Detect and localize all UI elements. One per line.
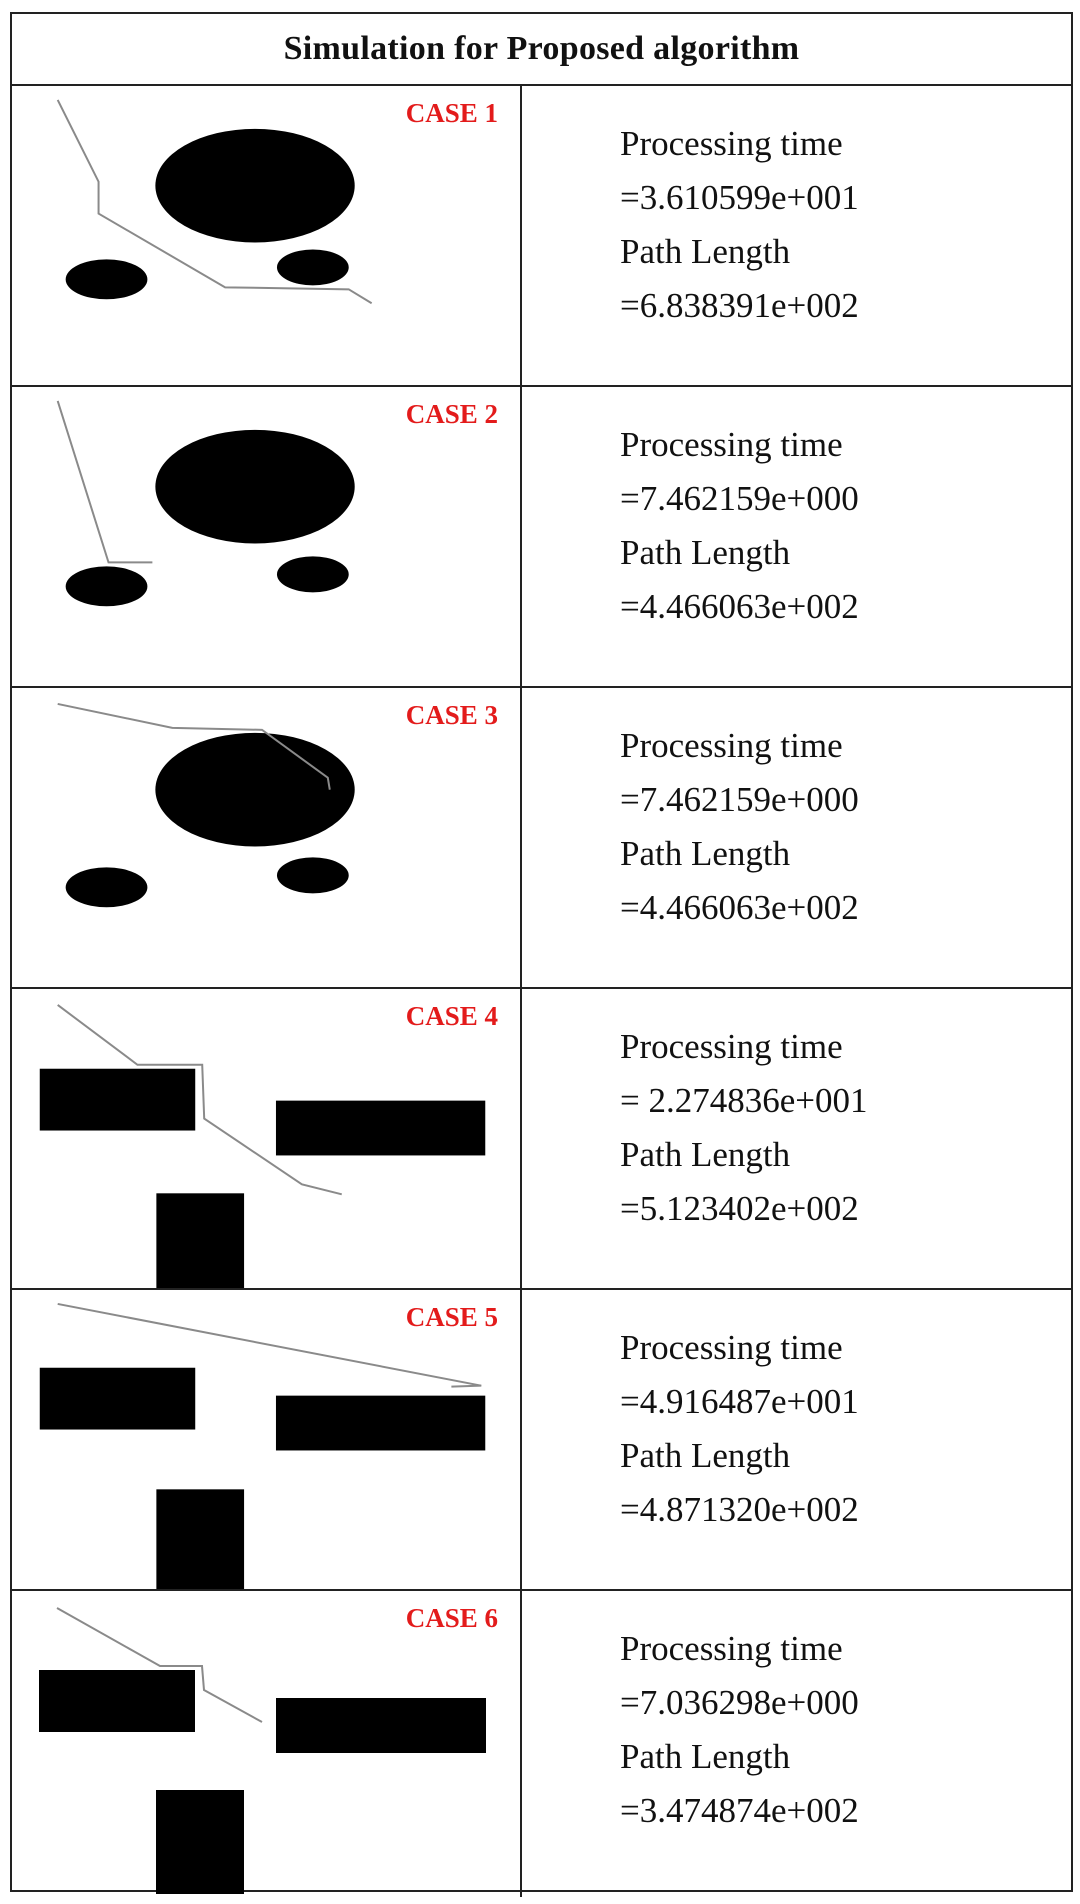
planned-path <box>56 1607 263 1723</box>
processing-time-label: Processing time <box>620 425 843 464</box>
processing-time-value: =7.462159e+000 <box>620 479 859 518</box>
path-length-value: =4.466063e+002 <box>620 888 859 927</box>
planned-path <box>57 1302 482 1388</box>
bottom-rectangle-obstacle <box>156 1790 244 1894</box>
case-3-diagram: CASE 3 <box>12 688 522 987</box>
path-length-label: Path Length <box>620 1135 791 1174</box>
case-4-diagram: CASE 4 <box>12 989 522 1288</box>
case-1-results: Processing time =3.610599e+001 Path Leng… <box>522 86 1071 385</box>
large-circle-obstacle <box>155 128 355 243</box>
right-small-ellipse-obstacle <box>276 556 349 593</box>
case-6-results: Processing time =7.036298e+000 Path Leng… <box>522 1591 1071 1897</box>
path-length-value: =5.123402e+002 <box>620 1189 859 1228</box>
case-1-map <box>56 99 373 305</box>
path-length-label: Path Length <box>620 1737 791 1776</box>
case-2-diagram: CASE 2 <box>12 387 522 686</box>
case-6-diagram: CASE 6 <box>12 1591 522 1897</box>
planned-path <box>56 99 373 305</box>
case-4-results: Processing time = 2.274836e+001 Path Len… <box>522 989 1071 1288</box>
right-rectangle-obstacle <box>275 1100 486 1156</box>
right-rectangle-obstacle <box>275 1395 486 1451</box>
path-length-label: Path Length <box>620 1436 791 1475</box>
case-row-2: CASE 2 Processing time =7.462159e+000 Pa… <box>12 387 1071 688</box>
path-length-value: =4.871320e+002 <box>620 1490 859 1529</box>
path-length-label: Path Length <box>620 533 791 572</box>
left-small-ellipse-obstacle <box>65 259 148 300</box>
large-circle-obstacle <box>155 732 355 847</box>
case-2-results: Processing time =7.462159e+000 Path Leng… <box>522 387 1071 686</box>
case-5-results: Processing time =4.916487e+001 Path Leng… <box>522 1290 1071 1589</box>
planned-path <box>57 702 331 790</box>
right-rectangle-obstacle <box>276 1698 486 1753</box>
case-label: CASE 5 <box>405 1302 498 1332</box>
case-label: CASE 2 <box>405 399 498 429</box>
processing-time-label: Processing time <box>620 1027 843 1066</box>
path-length-label: Path Length <box>620 232 791 271</box>
case-row-6: CASE 6 Processing time =7.036298e+000 Pa… <box>12 1591 1071 1897</box>
left-rectangle-obstacle <box>39 1068 196 1131</box>
path-length-label: Path Length <box>620 834 791 873</box>
case-label: CASE 4 <box>405 1001 498 1031</box>
case-row-3: CASE 3 Processing time =7.462159e+000 Pa… <box>12 688 1071 989</box>
processing-time-label: Processing time <box>620 1629 843 1668</box>
case-label: CASE 3 <box>405 700 498 730</box>
processing-time-value: =3.610599e+001 <box>620 178 859 217</box>
case-row-4: CASE 4 Processing time = 2.274836e+001 P… <box>12 989 1071 1290</box>
case-row-5: CASE 5 Processing time =4.916487e+001 Pa… <box>12 1290 1071 1591</box>
bottom-rectangle-obstacle <box>156 1489 245 1589</box>
processing-time-label: Processing time <box>620 726 843 765</box>
left-rectangle-obstacle <box>39 1367 196 1430</box>
left-small-ellipse-obstacle <box>65 566 148 607</box>
bottom-rectangle-obstacle <box>156 1193 245 1288</box>
processing-time-value: =7.036298e+000 <box>620 1683 859 1722</box>
processing-time-value: =4.916487e+001 <box>620 1382 859 1421</box>
left-small-ellipse-obstacle <box>65 867 148 908</box>
large-circle-obstacle <box>155 429 355 544</box>
path-length-value: =4.466063e+002 <box>620 587 859 626</box>
case-1-diagram: CASE 1 <box>12 86 522 385</box>
processing-time-value: =7.462159e+000 <box>620 780 859 819</box>
planned-path <box>56 400 153 564</box>
simulation-table: Simulation for Proposed algorithm CASE 1… <box>10 12 1073 1897</box>
path-length-value: =6.838391e+002 <box>620 286 859 325</box>
case-label: CASE 1 <box>405 98 498 128</box>
path-length-value: =3.474874e+002 <box>620 1791 859 1830</box>
case-3-results: Processing time =7.462159e+000 Path Leng… <box>522 688 1071 987</box>
right-small-ellipse-obstacle <box>276 857 349 894</box>
case-5-diagram: CASE 5 <box>12 1290 522 1589</box>
table-header: Simulation for Proposed algorithm <box>12 14 1071 86</box>
case-5-map <box>39 1302 486 1589</box>
left-rectangle-obstacle <box>39 1670 195 1732</box>
table-title: Simulation for Proposed algorithm <box>283 30 800 67</box>
case-6-map <box>39 1607 486 1894</box>
case-4-map <box>39 1004 486 1288</box>
processing-time-label: Processing time <box>620 124 843 163</box>
case-2-map <box>56 400 355 607</box>
case-row-1: CASE 1 Processing time =3.610599e+001 Pa… <box>12 86 1071 387</box>
processing-time-label: Processing time <box>620 1328 843 1367</box>
planned-path <box>57 1004 342 1196</box>
right-small-ellipse-obstacle <box>276 249 349 286</box>
case-label: CASE 6 <box>405 1603 498 1633</box>
case-3-map <box>57 702 355 908</box>
processing-time-value: = 2.274836e+001 <box>620 1081 868 1120</box>
